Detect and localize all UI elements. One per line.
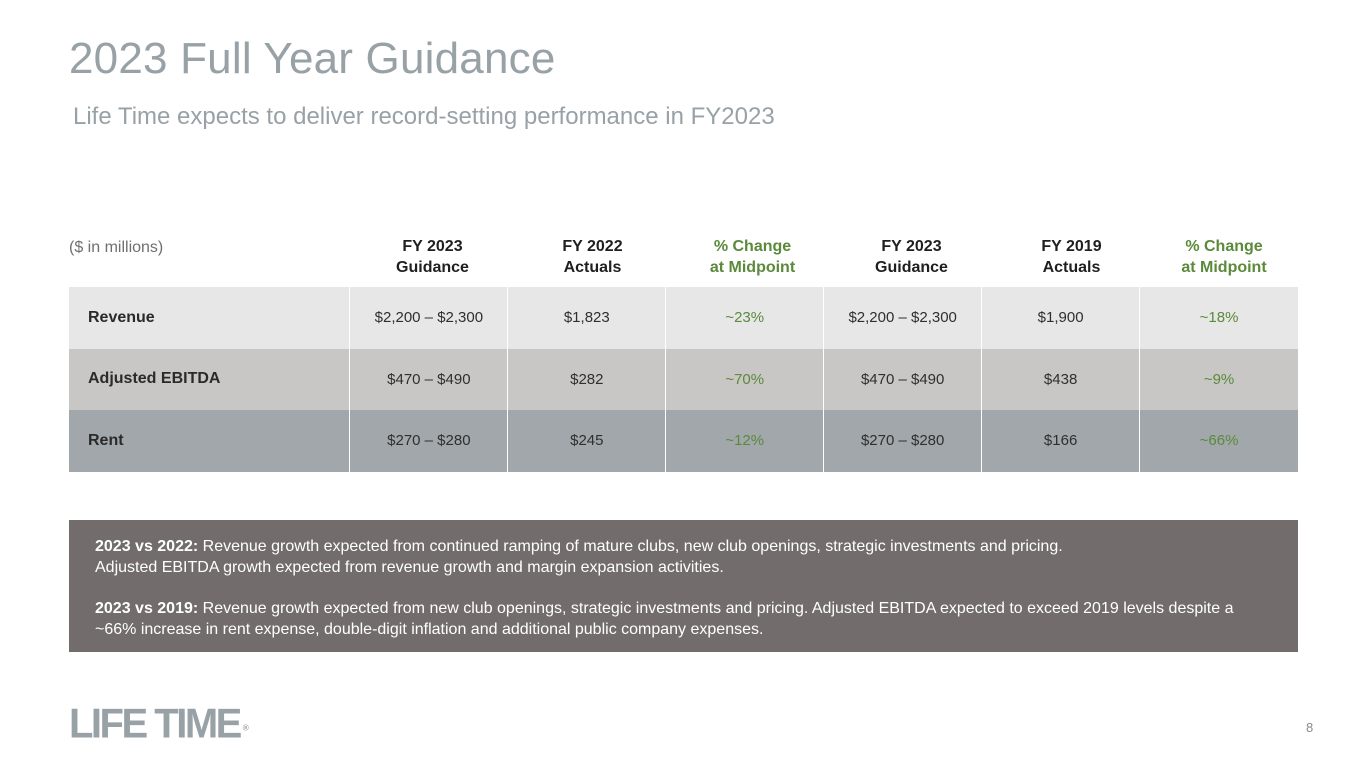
commentary-2019: 2023 vs 2019: Revenue growth expected fr… <box>95 598 1272 640</box>
guidance-table: Revenue $2,200 – $2,300 $1,823 ~23% $2,2… <box>69 287 1298 472</box>
row-label: Rent <box>69 410 351 472</box>
column-header-line2: Guidance <box>875 259 948 276</box>
column-header-line1: FY 2023 <box>881 238 942 255</box>
table-cell: $2,200 – $2,300 <box>350 287 509 349</box>
table-cell-change: ~23% <box>666 287 825 349</box>
column-header-fy2019-actuals: FY 2019 Actuals <box>992 236 1151 278</box>
slide-title: 2023 Full Year Guidance <box>69 34 556 83</box>
column-header-change-2022: % Change at Midpoint <box>673 236 832 278</box>
column-header-fy2022-actuals: FY 2022 Actuals <box>513 236 672 278</box>
table-cell: $438 <box>982 348 1141 410</box>
column-header-line1: % Change <box>713 238 792 255</box>
table-cell: $166 <box>982 410 1141 472</box>
row-label: Adjusted EBITDA <box>69 348 351 410</box>
table-cell: $270 – $280 <box>824 410 983 472</box>
paragraph-gap <box>95 578 1272 598</box>
column-header-fy2023-guidance-2: FY 2023 Guidance <box>832 236 991 278</box>
commentary-lead: 2023 vs 2022: <box>95 538 199 555</box>
column-header-line1: FY 2019 <box>1041 238 1102 255</box>
table-cell-change: ~12% <box>666 410 825 472</box>
table-cell-change: ~18% <box>1199 309 1239 327</box>
table-cell: $2,200 – $2,300 <box>824 287 983 349</box>
commentary-2022-line2: Adjusted EBITDA growth expected from rev… <box>95 559 724 576</box>
table-cell: $245 <box>508 410 667 472</box>
column-header-line2: Actuals <box>1042 259 1101 276</box>
column-header-line2: at Midpoint <box>709 259 796 276</box>
column-header-line1: FY 2022 <box>562 238 623 255</box>
table-cell: $470 – $490 <box>350 348 509 410</box>
column-header-line1: % Change <box>1185 238 1263 255</box>
commentary-lead: 2023 vs 2019: <box>95 600 199 617</box>
table-cell: $270 – $280 <box>350 410 509 472</box>
table-cell-change: ~70% <box>666 348 825 410</box>
column-header-line1: FY 2023 <box>402 238 463 255</box>
column-header-line2: at Midpoint <box>1181 259 1267 276</box>
commentary-text: Revenue growth expected from continued r… <box>198 538 1063 555</box>
column-header-fy2023-guidance: FY 2023 Guidance <box>353 236 512 278</box>
table-cell-change: ~9% <box>1203 370 1235 388</box>
table-row-revenue: Revenue $2,200 – $2,300 $1,823 ~23% $2,2… <box>69 287 1298 349</box>
slide-subtitle: Life Time expects to deliver record-sett… <box>73 103 775 130</box>
table-cell: $1,823 <box>508 287 667 349</box>
units-label: ($ in millions) <box>69 239 164 256</box>
commentary-2022: 2023 vs 2022: Revenue growth expected fr… <box>95 536 1272 557</box>
column-header-change-2019: % Change at Midpoint <box>1144 236 1304 278</box>
table-row-adjusted-ebitda: Adjusted EBITDA $470 – $490 $282 ~70% $4… <box>69 348 1298 410</box>
commentary-box: 2023 vs 2022: Revenue growth expected fr… <box>69 520 1298 652</box>
table-cell-change: ~66% <box>1199 432 1239 450</box>
column-header-line2: Actuals <box>563 259 622 276</box>
column-header-line2: Guidance <box>396 259 469 276</box>
table-cell: $1,900 <box>982 287 1141 349</box>
table-row-rent: Rent $270 – $280 $245 ~12% $270 – $280 $… <box>69 410 1298 472</box>
table-cell: $282 <box>508 348 667 410</box>
registered-mark: ® <box>242 722 249 733</box>
logo-text: LIFE TIME <box>69 700 242 748</box>
commentary-text: Revenue growth expected from new club op… <box>95 600 1234 638</box>
life-time-logo: LIFE TIME ® <box>69 700 249 748</box>
row-label: Revenue <box>69 287 351 349</box>
table-cell: $470 – $490 <box>824 348 983 410</box>
page-number: 8 <box>1306 720 1314 735</box>
